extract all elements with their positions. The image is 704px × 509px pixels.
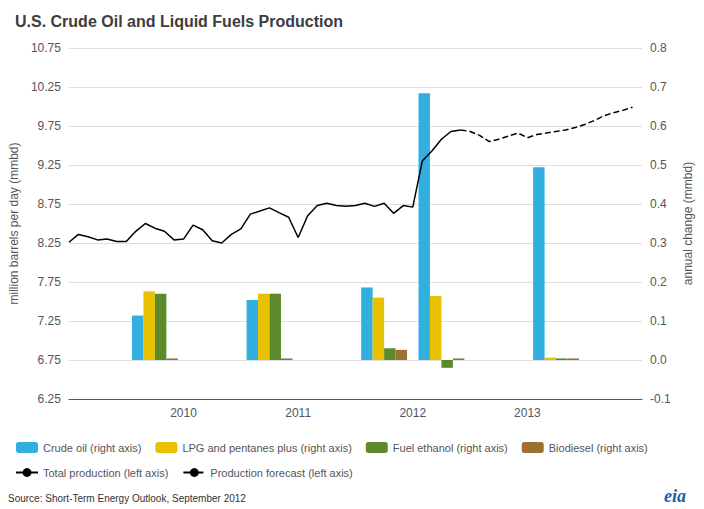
svg-text:2012: 2012 <box>399 406 426 420</box>
svg-text:Crude oil (right axis): Crude oil (right axis) <box>43 442 141 454</box>
svg-text:0.5: 0.5 <box>650 158 667 172</box>
svg-text:U.S. Crude Oil and Liquid Fuel: U.S. Crude Oil and Liquid Fuels Producti… <box>15 13 343 30</box>
svg-text:8.75: 8.75 <box>38 197 62 211</box>
svg-text:7.25: 7.25 <box>38 314 62 328</box>
svg-text:Production forecast (left axis: Production forecast (left axis) <box>210 467 352 479</box>
svg-text:0.3: 0.3 <box>650 236 667 250</box>
svg-text:0.2: 0.2 <box>650 275 667 289</box>
svg-text:0.8: 0.8 <box>650 41 667 55</box>
svg-text:Fuel ethanol (right axis): Fuel ethanol (right axis) <box>393 442 508 454</box>
svg-text:Total production (left axis): Total production (left axis) <box>43 467 168 479</box>
svg-text:0.1: 0.1 <box>650 314 667 328</box>
svg-text:2010: 2010 <box>170 406 197 420</box>
svg-text:eia: eia <box>664 486 686 506</box>
svg-text:10.75: 10.75 <box>31 41 61 55</box>
svg-text:2011: 2011 <box>285 406 311 420</box>
svg-text:Source: Short-Term Energy Outl: Source: Short-Term Energy Outlook, Septe… <box>8 493 246 504</box>
svg-text:0.4: 0.4 <box>650 197 667 211</box>
svg-text:Biodiesel (right axis): Biodiesel (right axis) <box>549 442 648 454</box>
svg-text:million barrels per day (mmbd): million barrels per day (mmbd) <box>7 142 21 304</box>
svg-text:0.0: 0.0 <box>650 353 667 367</box>
svg-text:2013: 2013 <box>514 406 541 420</box>
svg-text:LPG and pentanes plus (right a: LPG and pentanes plus (right axis) <box>182 442 351 454</box>
svg-text:0.7: 0.7 <box>650 80 667 94</box>
svg-text:0.6: 0.6 <box>650 119 667 133</box>
svg-text:annual change (mmbd): annual change (mmbd) <box>681 162 695 285</box>
svg-text:9.75: 9.75 <box>38 119 62 133</box>
svg-text:6.25: 6.25 <box>38 392 62 406</box>
svg-text:6.75: 6.75 <box>38 353 62 367</box>
svg-text:8.25: 8.25 <box>38 236 62 250</box>
svg-text:10.25: 10.25 <box>31 80 61 94</box>
svg-text:9.25: 9.25 <box>38 158 62 172</box>
svg-text:-0.1: -0.1 <box>650 392 671 406</box>
svg-text:7.75: 7.75 <box>38 275 62 289</box>
